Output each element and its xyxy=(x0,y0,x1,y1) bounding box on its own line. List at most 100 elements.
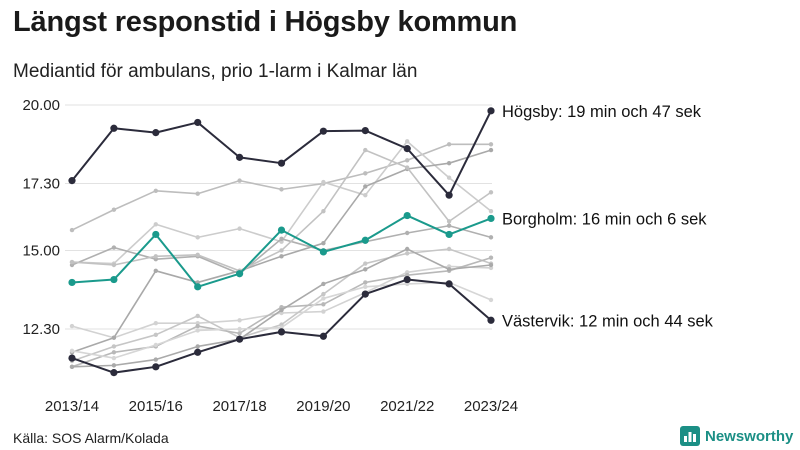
data-point xyxy=(445,280,453,288)
data-point xyxy=(277,226,286,234)
y-tick-label: 20.00 xyxy=(22,97,60,114)
data-point xyxy=(445,191,453,199)
series xyxy=(68,275,495,377)
x-tick-label: 2017/18 xyxy=(212,398,266,415)
bar-chart-badge-icon xyxy=(680,426,700,446)
data-point xyxy=(361,290,369,298)
data-point xyxy=(363,184,368,189)
data-point xyxy=(153,320,158,326)
series xyxy=(69,246,494,370)
data-point xyxy=(111,355,117,361)
x-axis: 2013/14 2015/16 2017/18 2019/20 2021/22 2023/… xyxy=(45,398,518,415)
data-point xyxy=(195,252,200,258)
data-point xyxy=(321,309,326,314)
data-point xyxy=(111,207,117,212)
data-point xyxy=(279,248,284,253)
data-point xyxy=(446,175,452,180)
data-point xyxy=(445,230,453,239)
data-point xyxy=(488,235,494,240)
data-point xyxy=(321,291,326,297)
data-point xyxy=(403,145,411,153)
data-point xyxy=(152,230,160,239)
data-point xyxy=(152,129,160,137)
data-point xyxy=(363,192,368,198)
data-point xyxy=(321,240,326,246)
data-point xyxy=(488,147,494,153)
data-point xyxy=(487,107,495,115)
data-point xyxy=(319,248,327,256)
data-point xyxy=(363,261,368,266)
data-point xyxy=(68,177,76,185)
background-series xyxy=(69,139,494,370)
series xyxy=(69,142,494,233)
data-point xyxy=(405,246,410,252)
data-point xyxy=(361,127,369,135)
data-point xyxy=(446,223,452,228)
data-point xyxy=(488,190,494,195)
data-point xyxy=(279,187,284,192)
data-point xyxy=(153,332,158,338)
data-point xyxy=(152,363,160,371)
data-point xyxy=(195,344,200,349)
data-point xyxy=(195,191,200,196)
data-point xyxy=(237,178,242,183)
data-point xyxy=(236,335,244,343)
source-note: Källa: SOS Alarm/Kolada xyxy=(13,430,169,446)
data-point xyxy=(69,348,75,354)
data-point xyxy=(487,214,495,223)
data-point xyxy=(363,171,368,176)
data-point xyxy=(236,270,244,278)
data-point xyxy=(237,226,242,231)
chart-subtitle: Mediantid för ambulans, prio 1-larm i Ka… xyxy=(13,61,418,82)
data-point xyxy=(405,230,410,236)
data-point xyxy=(111,335,117,340)
data-point xyxy=(363,284,368,290)
data-point xyxy=(403,211,411,220)
data-point xyxy=(195,313,200,319)
data-point xyxy=(446,267,452,272)
data-point xyxy=(405,251,410,256)
series xyxy=(68,211,495,291)
line-chart: 12.30 15.00 17.30 20.00 2013/14 2015/16 2017/… xyxy=(22,97,714,415)
data-point xyxy=(153,188,158,194)
data-point xyxy=(279,236,284,242)
data-point xyxy=(237,331,242,336)
x-tick-label: 2019/20 xyxy=(296,398,350,415)
data-point xyxy=(195,328,200,333)
series xyxy=(69,280,494,361)
data-point xyxy=(279,307,284,313)
data-point xyxy=(321,302,326,307)
data-point xyxy=(488,208,494,214)
data-point xyxy=(153,268,158,274)
data-point xyxy=(488,262,494,268)
data-point xyxy=(446,246,452,252)
data-point xyxy=(321,179,326,185)
data-point xyxy=(446,160,452,166)
data-point xyxy=(111,344,117,349)
highlighted-series xyxy=(68,107,495,377)
data-point xyxy=(69,227,75,233)
series-labels: Högsby: 19 min och 47 sek Borgholm: 16 mi… xyxy=(502,103,714,330)
x-tick-label: 2015/16 xyxy=(129,398,183,415)
data-point xyxy=(194,348,202,356)
data-point xyxy=(319,127,327,135)
data-point xyxy=(363,147,368,153)
x-tick-label: 2013/14 xyxy=(45,398,99,415)
brand-logo[interactable]: Newsworthy xyxy=(680,426,793,446)
y-axis: 12.30 15.00 17.30 20.00 xyxy=(22,97,60,338)
data-point xyxy=(68,278,76,287)
brand-name: Newsworthy xyxy=(705,427,794,445)
data-point xyxy=(277,328,286,336)
data-point xyxy=(153,222,158,227)
data-point xyxy=(321,281,326,287)
data-point xyxy=(153,357,158,362)
series-end-label: Högsby: 19 min och 47 sek xyxy=(502,103,702,121)
data-point xyxy=(195,235,200,240)
data-point xyxy=(279,254,284,259)
data-point xyxy=(321,208,326,214)
data-point xyxy=(405,165,410,170)
data-point xyxy=(69,364,75,370)
data-point xyxy=(405,139,410,144)
data-point xyxy=(363,267,368,272)
data-point xyxy=(363,280,368,285)
